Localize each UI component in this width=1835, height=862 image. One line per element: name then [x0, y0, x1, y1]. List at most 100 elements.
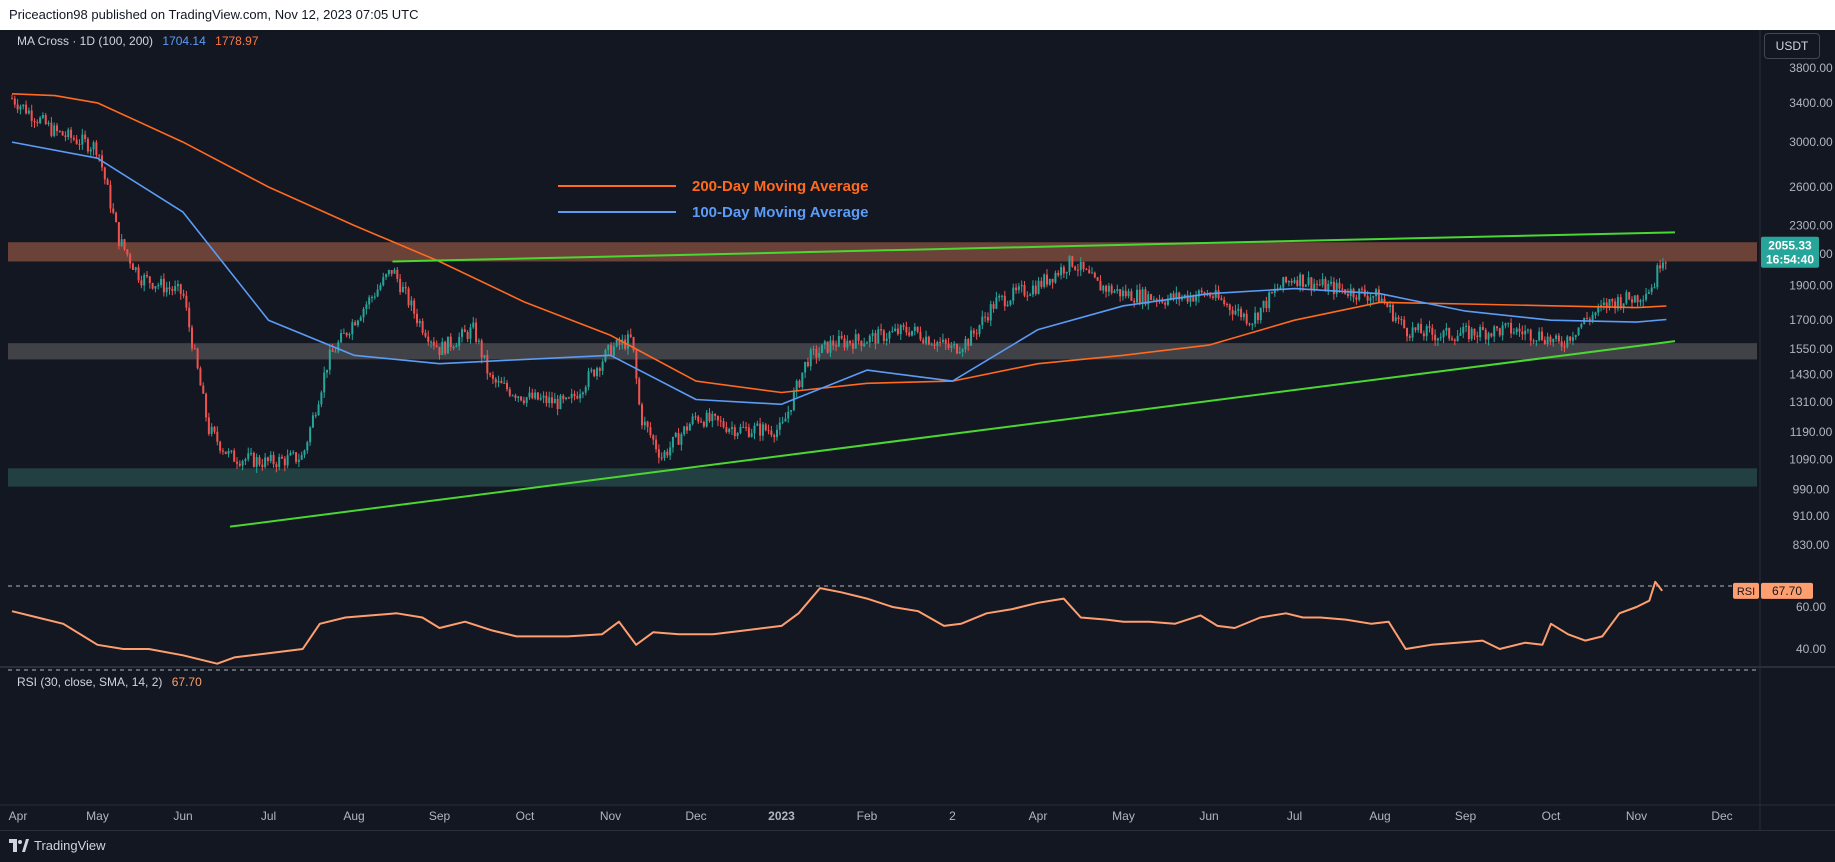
candle-body	[736, 433, 739, 437]
candle-body	[711, 413, 714, 422]
candle-body	[72, 137, 75, 140]
candle-body	[860, 340, 863, 347]
candle-body	[843, 338, 846, 348]
candle-body	[1555, 335, 1558, 339]
candle-body	[1200, 290, 1203, 293]
candle-body	[1001, 295, 1003, 297]
candle-body	[117, 222, 120, 246]
candle-body	[1293, 280, 1296, 283]
candle-body	[1020, 285, 1023, 287]
candle-body	[295, 452, 298, 462]
last-price-badge	[1761, 236, 1819, 268]
candle-body	[1085, 269, 1088, 271]
candle-body	[1037, 280, 1040, 294]
candle-body	[174, 286, 177, 291]
candle-body	[1394, 317, 1397, 321]
candle-body	[1273, 288, 1276, 294]
candle-body	[1425, 326, 1428, 337]
candle-body	[292, 452, 295, 454]
candle-body	[1470, 328, 1473, 340]
candle-body	[818, 352, 821, 358]
candle-body	[98, 154, 101, 156]
candle-body	[216, 431, 219, 442]
candle-body	[1456, 335, 1459, 342]
time-tick-label: 2023	[768, 809, 795, 823]
candle-body	[958, 352, 961, 354]
candle-body	[342, 332, 345, 334]
candle-body	[1524, 330, 1527, 335]
candle-body	[804, 361, 807, 373]
price-tick-label: 1090.00	[1789, 453, 1833, 467]
candle-body	[1380, 298, 1383, 303]
price-tick-label: 2300.00	[1789, 218, 1833, 232]
candle-body	[1290, 281, 1293, 283]
candle-body	[874, 333, 877, 344]
candle-body	[643, 421, 646, 426]
candle-body	[1301, 274, 1304, 287]
candle-body	[649, 427, 652, 436]
candle-body	[1420, 323, 1423, 334]
candle-body	[1341, 288, 1344, 290]
candle-body	[1259, 307, 1262, 321]
candle-body	[1633, 295, 1636, 303]
candle-body	[404, 286, 407, 289]
candle-body	[866, 342, 868, 344]
candle-body	[1327, 283, 1330, 292]
candle-body	[1526, 329, 1529, 331]
candle-body	[1602, 302, 1605, 305]
ma-cross-legend: MA Cross · 1D (100, 200) 1704.14 1778.97	[17, 34, 259, 48]
candle-body	[624, 339, 627, 349]
candle-body	[536, 392, 539, 400]
price-tick-label: 910.00	[1793, 509, 1830, 523]
candle-body	[1417, 323, 1420, 331]
candle-body	[1414, 327, 1417, 331]
candle-body	[1332, 281, 1335, 295]
candle-body	[1493, 326, 1496, 337]
candle-body	[1479, 326, 1482, 338]
currency-button[interactable]: USDT	[1764, 33, 1820, 59]
candle-body	[612, 346, 615, 356]
candle-body	[345, 332, 348, 336]
candle-body	[666, 451, 669, 456]
candle-body	[1240, 308, 1243, 318]
candle-body	[573, 393, 576, 397]
candle-body	[944, 339, 947, 344]
candle-body	[157, 285, 160, 287]
candle-body	[919, 331, 922, 340]
candle-body	[359, 317, 362, 321]
candle-body	[376, 289, 379, 297]
chart-canvas[interactable]: 3800.003400.003000.002600.002300.002100.…	[0, 30, 1835, 830]
tradingview-logo[interactable]: TradingView	[9, 838, 106, 853]
candle-body	[112, 208, 115, 213]
candle-body	[1245, 313, 1248, 324]
candle-body	[401, 286, 404, 293]
candle-body	[75, 139, 78, 144]
candle-body	[1406, 327, 1408, 337]
candle-body	[587, 371, 590, 388]
candle-body	[930, 344, 933, 346]
time-tick-label: Oct	[516, 809, 535, 823]
candle-body	[674, 432, 677, 437]
candle-body	[22, 104, 25, 107]
candle-body	[579, 394, 582, 399]
candle-body	[1659, 265, 1662, 269]
candle-body	[1307, 277, 1310, 285]
candle-body	[1088, 269, 1091, 274]
chart-area[interactable]: 3800.003400.003000.002600.002300.002100.…	[0, 30, 1835, 830]
candle-body	[56, 125, 58, 132]
candle-body	[939, 341, 942, 343]
candle-body	[576, 396, 579, 399]
footer-bar: TradingView	[0, 830, 1835, 862]
candle-body	[1071, 256, 1074, 267]
lower-trendline	[229, 340, 1676, 528]
candle-body	[911, 330, 913, 336]
candle-body	[396, 269, 399, 279]
candle-body	[1462, 326, 1465, 334]
candle-body	[1611, 299, 1614, 302]
candle-body	[1442, 330, 1445, 338]
candle-body	[160, 278, 163, 286]
candle-body	[1628, 292, 1631, 300]
candle-body	[483, 355, 486, 358]
candle-body	[1397, 317, 1400, 320]
candle-body	[1510, 322, 1513, 334]
